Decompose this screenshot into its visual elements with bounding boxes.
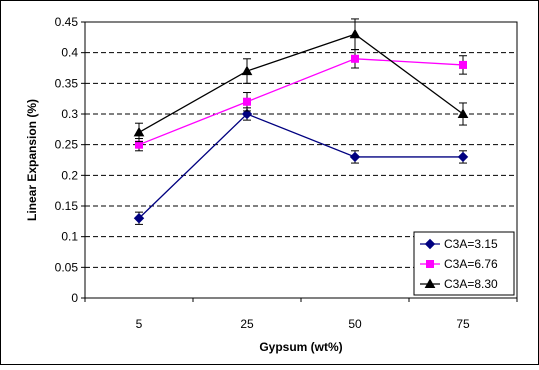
series-line [138, 113, 463, 219]
series-1 [133, 107, 469, 225]
y-tick-label: 0.45 [55, 15, 79, 29]
series-line [138, 33, 464, 133]
legend-label: C3A=3.15 [444, 237, 498, 251]
data-point [457, 108, 469, 118]
data-point [349, 28, 361, 39]
y-tick-label: 0 [71, 291, 78, 305]
y-tick-label: 0.05 [55, 260, 79, 274]
series-3 [133, 18, 469, 143]
data-point [241, 65, 253, 76]
y-axis-title: Linear Expansion (%) [25, 99, 39, 221]
y-tick-label: 0.35 [55, 76, 79, 90]
legend-marker [426, 260, 434, 268]
legend: C3A=3.15 C3A=6.76 C3A=8.30 [413, 231, 515, 296]
data-point [459, 60, 467, 69]
legend-label: C3A=8.30 [444, 277, 498, 291]
y-tick-label: 0.2 [61, 168, 78, 182]
legend-marker [424, 238, 436, 250]
axes: 0 0.05 0.1 0.15 0.2 0.25 0.3 0.35 0.4 0.45 5 25 50 75 [55, 15, 518, 331]
data-point [135, 140, 143, 149]
series-line [138, 58, 464, 146]
x-axis-title: Gypsum (wt%) [259, 340, 342, 354]
grid-lines [85, 52, 517, 268]
data-point [457, 151, 469, 163]
data-point [133, 213, 145, 224]
data-point [241, 108, 253, 120]
legend-label: C3A=6.76 [444, 257, 498, 271]
series-layer [133, 18, 469, 225]
x-tick-label: 25 [240, 317, 254, 331]
x-tick-label: 50 [348, 317, 362, 331]
y-tick-label: 0.25 [55, 138, 79, 152]
y-tick-label: 0.15 [55, 199, 79, 213]
x-tick-label: 5 [136, 317, 143, 331]
legend-marker [424, 278, 436, 288]
data-point [351, 54, 359, 63]
data-point [349, 151, 361, 163]
x-tick-label: 75 [456, 317, 470, 331]
data-point [243, 97, 251, 106]
y-tick-label: 0.1 [61, 230, 78, 244]
data-point [133, 126, 145, 137]
y-tick-label: 0.4 [61, 46, 78, 60]
y-tick-label: 0.3 [61, 107, 78, 121]
